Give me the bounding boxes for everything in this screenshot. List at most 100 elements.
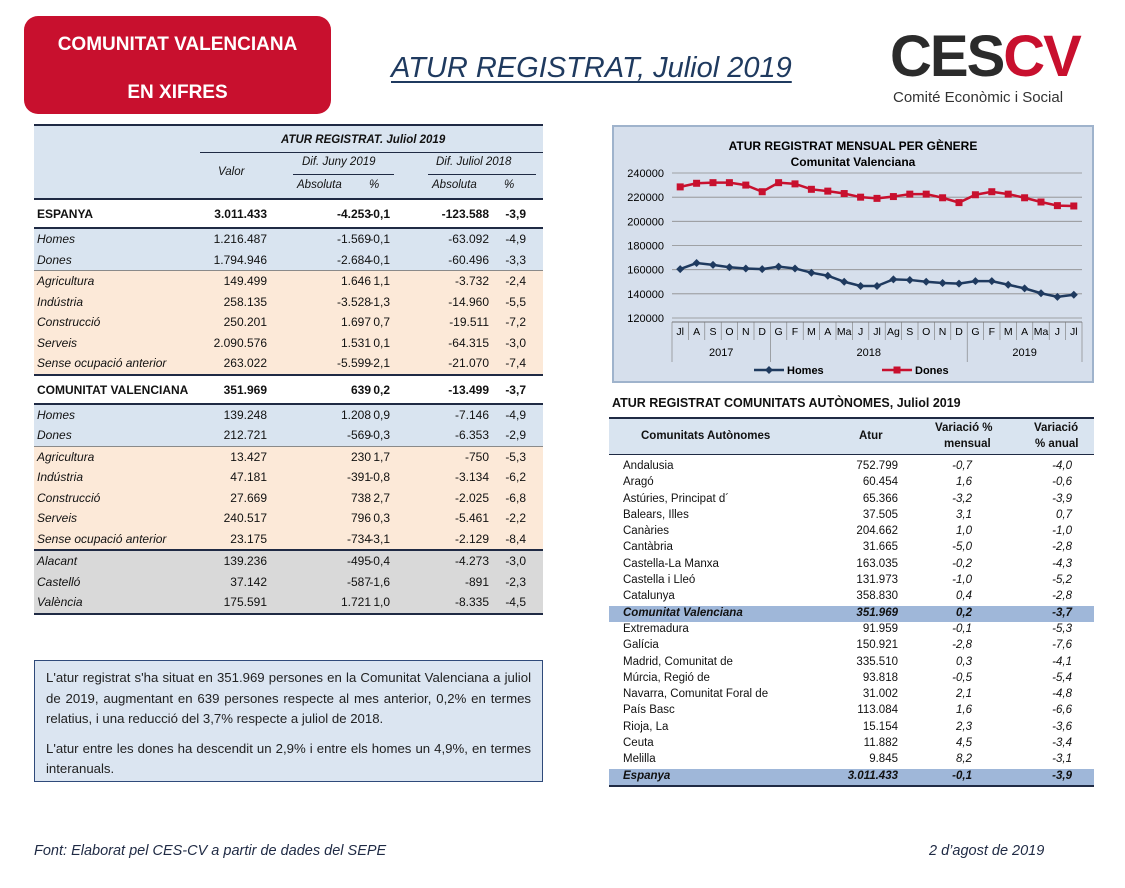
data-point (922, 277, 931, 286)
cell-abs2: -64.315 (448, 335, 489, 350)
header-comunitats: Comunitats Autònomes (641, 430, 771, 442)
cell-valor: 212.721 (223, 428, 267, 442)
legend-marker (893, 366, 901, 374)
data-point (873, 194, 881, 202)
legend-label: Homes (787, 365, 824, 377)
table-row: Alacant 139.236 -495 -0,4 -4.273 -3,0 (34, 549, 543, 572)
region-cell-anual: -2,8 (1052, 590, 1072, 603)
cell-pct1: -1,3 (369, 294, 390, 309)
cell-valor: 27.669 (230, 490, 267, 505)
logo-mark-ces: CES (890, 24, 1005, 89)
cell-abs2: -60.496 (448, 252, 489, 267)
cell-pct2: -7,4 (505, 356, 526, 370)
data-point (823, 271, 832, 280)
cell-abs2: -5.461 (454, 511, 489, 525)
data-point (971, 277, 980, 286)
region-cell-atur: 351.969 (856, 606, 898, 619)
cell-valor: 1.216.487 (213, 232, 267, 246)
region-cell-name: Castella i Lleó (623, 574, 696, 587)
region-cell-name: País Basc (623, 704, 675, 717)
cell-label: Serveis (37, 511, 78, 525)
table-row: ESPANYA 3.011.433 -4.253 -0,1 -123.588 -3,9 (34, 198, 543, 227)
region-cell-anual: -7,6 (1052, 639, 1072, 652)
y-tick-label: 160000 (627, 265, 664, 277)
region-cell-mens: -0,7 (952, 460, 972, 472)
data-point (938, 278, 947, 287)
region-row: Andalusia 752.799 -0,7 -4,0 (609, 459, 1094, 475)
source-note: Font: Elaborat pel CES-CV a partir de da… (34, 843, 387, 859)
table-row: Sense ocupació anterior 263.022 -5.599 -2,1… (34, 353, 543, 374)
data-point (906, 190, 914, 198)
region-cell-atur: 163.035 (856, 557, 898, 570)
ces-cv-logo: CESCV (890, 28, 1082, 86)
cell-abs2: -123.588 (441, 207, 489, 221)
region-cell-anual: -5,4 (1052, 671, 1072, 684)
regions-table-title: ATUR REGISTRAT COMUNITATS AUTÒNOMES, Jul… (612, 396, 961, 410)
cell-abs2: -2.129 (454, 531, 489, 546)
cell-abs2: -63.092 (448, 232, 489, 246)
cell-label: Homes (37, 232, 76, 246)
cell-valor: 47.181 (230, 470, 267, 484)
cell-pct2: -6,8 (505, 490, 526, 505)
cell-abs1: -495 (346, 554, 371, 568)
region-cell-mens: -0,1 (952, 622, 972, 635)
cell-valor: 351.969 (223, 382, 267, 397)
x-tick-label: O (725, 326, 733, 338)
cell-pct1: -0,4 (369, 554, 390, 568)
cell-valor: 263.022 (223, 356, 267, 370)
cell-pct1: 1,0 (373, 595, 390, 609)
region-row: Castella i Lleó 131.973 -1,0 -5,2 (609, 573, 1094, 589)
x-tick-label: O (922, 326, 930, 338)
region-cell-mens: 0,4 (956, 590, 972, 603)
cell-abs2: -891 (464, 574, 489, 589)
region-cell-name: Espanya (623, 769, 671, 782)
cell-pct1: 0,3 (373, 511, 390, 525)
region-cell-mens: -0,5 (952, 671, 972, 684)
region-cell-mens: 1,0 (956, 525, 972, 538)
table-header-title: ATUR REGISTRAT. Juliol 2019 (281, 134, 446, 146)
cell-pct2: -4,9 (505, 232, 526, 246)
table-row: Indústria 258.135 -3.528 -1,3 -14.960 -5,5 (34, 291, 543, 312)
region-cell-name: Ceuta (623, 737, 654, 750)
cell-label: Indústria (37, 294, 84, 309)
region-cell-anual: 0,7 (1056, 508, 1072, 521)
table-row: Indústria 47.181 -391 -0,8 -3.134 -6,2 (34, 467, 543, 488)
cell-label: Dones (37, 252, 72, 267)
cell-valor: 2.090.576 (213, 335, 267, 350)
region-row: Navarra, Comunitat Foral de 31.002 2,1 -4,8 (609, 687, 1094, 703)
region-cell-name: Astúries, Principat d´ (623, 492, 730, 505)
cell-pct1: 1,1 (373, 274, 390, 288)
cell-pct2: -4,5 (505, 595, 526, 609)
table-row: Serveis 240.517 796 0,3 -5.461 -2,2 (34, 508, 543, 529)
cell-valor: 13.427 (230, 449, 267, 464)
region-cell-mens: 1,6 (956, 704, 972, 717)
table-row: Construcció 27.669 738 2,7 -2.025 -6,8 (34, 487, 543, 508)
x-tick-label: A (824, 326, 831, 338)
data-point (971, 191, 979, 199)
region-row: Comunitat Valenciana 351.969 0,2 -3,7 (609, 605, 1094, 622)
cell-label: Sense ocupació anterior (37, 531, 167, 546)
cell-valor: 139.236 (223, 554, 267, 568)
region-row: Aragó 60.454 1,6 -0,6 (609, 475, 1094, 491)
table-row: Dones 1.794.946 -2.684 -0,1 -60.496 -3,3 (34, 249, 543, 270)
region-badge: COMUNITAT VALENCIANA EN XIFRES (24, 16, 331, 114)
cell-label: Homes (37, 407, 76, 422)
data-point (873, 281, 881, 290)
cell-pct2: -2,2 (505, 511, 526, 525)
cell-pct1: -3,1 (369, 531, 390, 546)
cell-pct1: -0,3 (369, 428, 390, 442)
data-point (856, 281, 865, 290)
cell-valor: 3.011.433 (214, 207, 267, 221)
chart-title: ATUR REGISTRAT MENSUAL PER GÈNERE (729, 138, 978, 153)
summary-paragraph-1: L'atur registrat s'ha situat en 351.969 … (46, 670, 531, 726)
data-point (807, 268, 816, 277)
table-row: Dones 212.721 -569 -0,3 -6.353 -2,9 (34, 425, 543, 446)
y-tick-label: 140000 (627, 289, 664, 301)
region-cell-anual: -3,4 (1052, 737, 1072, 750)
cell-pct2: -5,5 (505, 294, 526, 309)
data-point (709, 179, 717, 187)
cell-valor: 23.175 (230, 531, 267, 546)
data-point (676, 183, 684, 191)
cell-valor: 175.591 (223, 595, 267, 609)
region-cell-name: Melilla (623, 753, 656, 766)
